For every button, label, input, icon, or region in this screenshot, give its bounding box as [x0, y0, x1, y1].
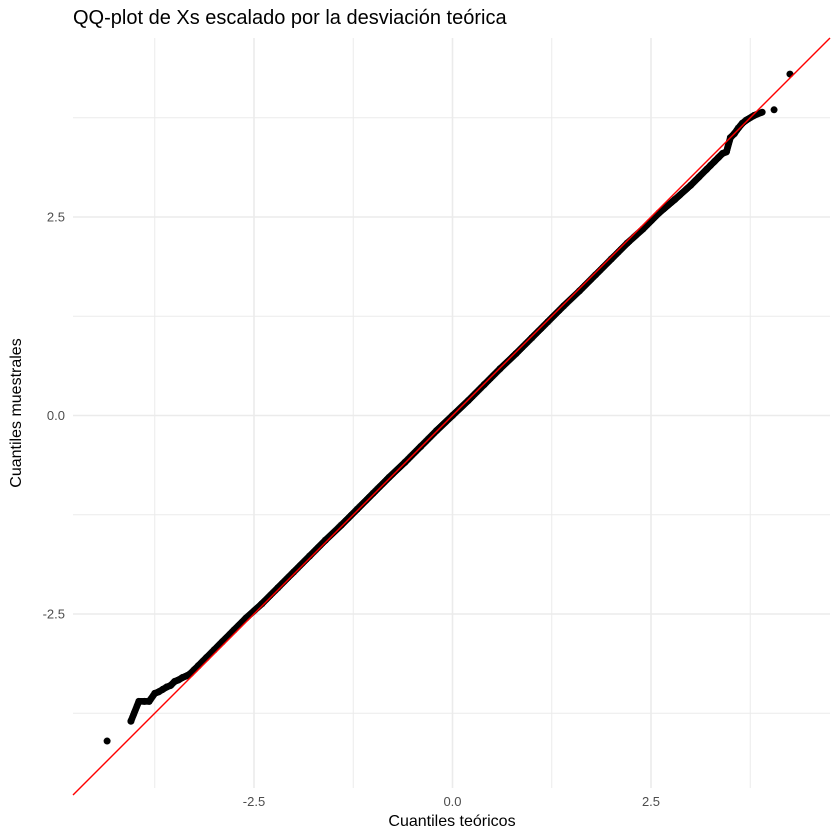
- x-tick-label: -2.5: [243, 794, 265, 809]
- data-point: [274, 584, 282, 592]
- y-tick-label: 0.0: [47, 408, 65, 423]
- data-point: [687, 181, 695, 189]
- data-point: [671, 196, 679, 204]
- data-point: [103, 737, 111, 745]
- x-axis-title: Cuantiles teóricos: [388, 813, 515, 830]
- data-point: [607, 255, 615, 263]
- y-tick-label: -2.5: [43, 607, 65, 622]
- data-point: [337, 521, 345, 529]
- data-point: [758, 108, 766, 116]
- data-point: [695, 173, 703, 181]
- data-point: [127, 717, 135, 725]
- y-axis-tick-labels: -2.5 0.0 2.5: [43, 210, 65, 622]
- data-point: [560, 302, 568, 310]
- x-axis-tick-labels: -2.5 0.0 2.5: [243, 794, 660, 809]
- data-point: [145, 697, 153, 705]
- data-point: [353, 505, 361, 513]
- data-point: [135, 697, 143, 705]
- y-tick-label: 2.5: [47, 210, 65, 225]
- data-point: [306, 552, 314, 560]
- x-tick-label: 0.0: [443, 794, 461, 809]
- data-point: [258, 600, 266, 608]
- data-point: [321, 536, 329, 544]
- data-point: [623, 239, 631, 247]
- data-point: [576, 287, 584, 295]
- grid-lines: [73, 38, 830, 788]
- data-point: [750, 111, 758, 119]
- x-tick-label: 2.5: [642, 794, 660, 809]
- reference-line-layer: [72, 37, 831, 796]
- data-point: [722, 148, 730, 156]
- data-point: [734, 124, 742, 132]
- data-point: [512, 350, 520, 358]
- y-axis-title: Cuantiles muestrales: [8, 338, 25, 487]
- data-point: [591, 271, 599, 279]
- data-point: [290, 568, 298, 576]
- data-point: [742, 116, 750, 124]
- data-point: [770, 106, 778, 114]
- data-point: [369, 489, 377, 497]
- data-point: [528, 334, 536, 342]
- data-point: [385, 473, 393, 481]
- reference-line: [72, 37, 831, 796]
- chart-title: QQ-plot de Xs escalado por la desviación…: [73, 7, 507, 29]
- data-point: [544, 318, 552, 326]
